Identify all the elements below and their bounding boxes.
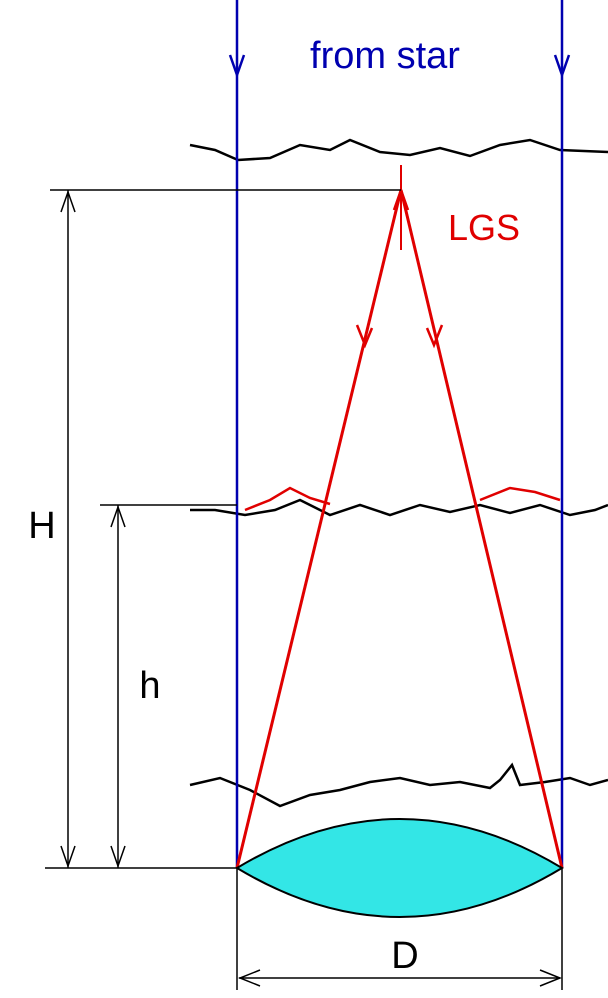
height-lower-label: h xyxy=(139,665,160,707)
lgs-label: LGS xyxy=(448,207,520,248)
arrowhead xyxy=(355,324,374,349)
lgs-ray xyxy=(399,189,564,869)
arrowhead xyxy=(553,54,571,79)
arrowhead xyxy=(60,845,76,869)
lower-layer xyxy=(189,762,608,808)
height-upper-label: H xyxy=(28,505,55,547)
diameter-label: D xyxy=(391,935,418,977)
arrowhead xyxy=(110,504,126,528)
arrowhead xyxy=(539,969,563,987)
middle-layer-red xyxy=(479,486,561,502)
arrowhead xyxy=(237,969,261,987)
middle-layer-red xyxy=(244,486,331,512)
arrowhead xyxy=(110,845,126,869)
arrowhead xyxy=(228,54,246,79)
lgs-ray xyxy=(235,189,403,869)
arrowhead xyxy=(425,324,444,349)
upper-layer xyxy=(189,138,608,162)
middle-layer xyxy=(190,498,608,517)
source-label: from star xyxy=(310,35,460,77)
arrowhead xyxy=(60,189,76,213)
